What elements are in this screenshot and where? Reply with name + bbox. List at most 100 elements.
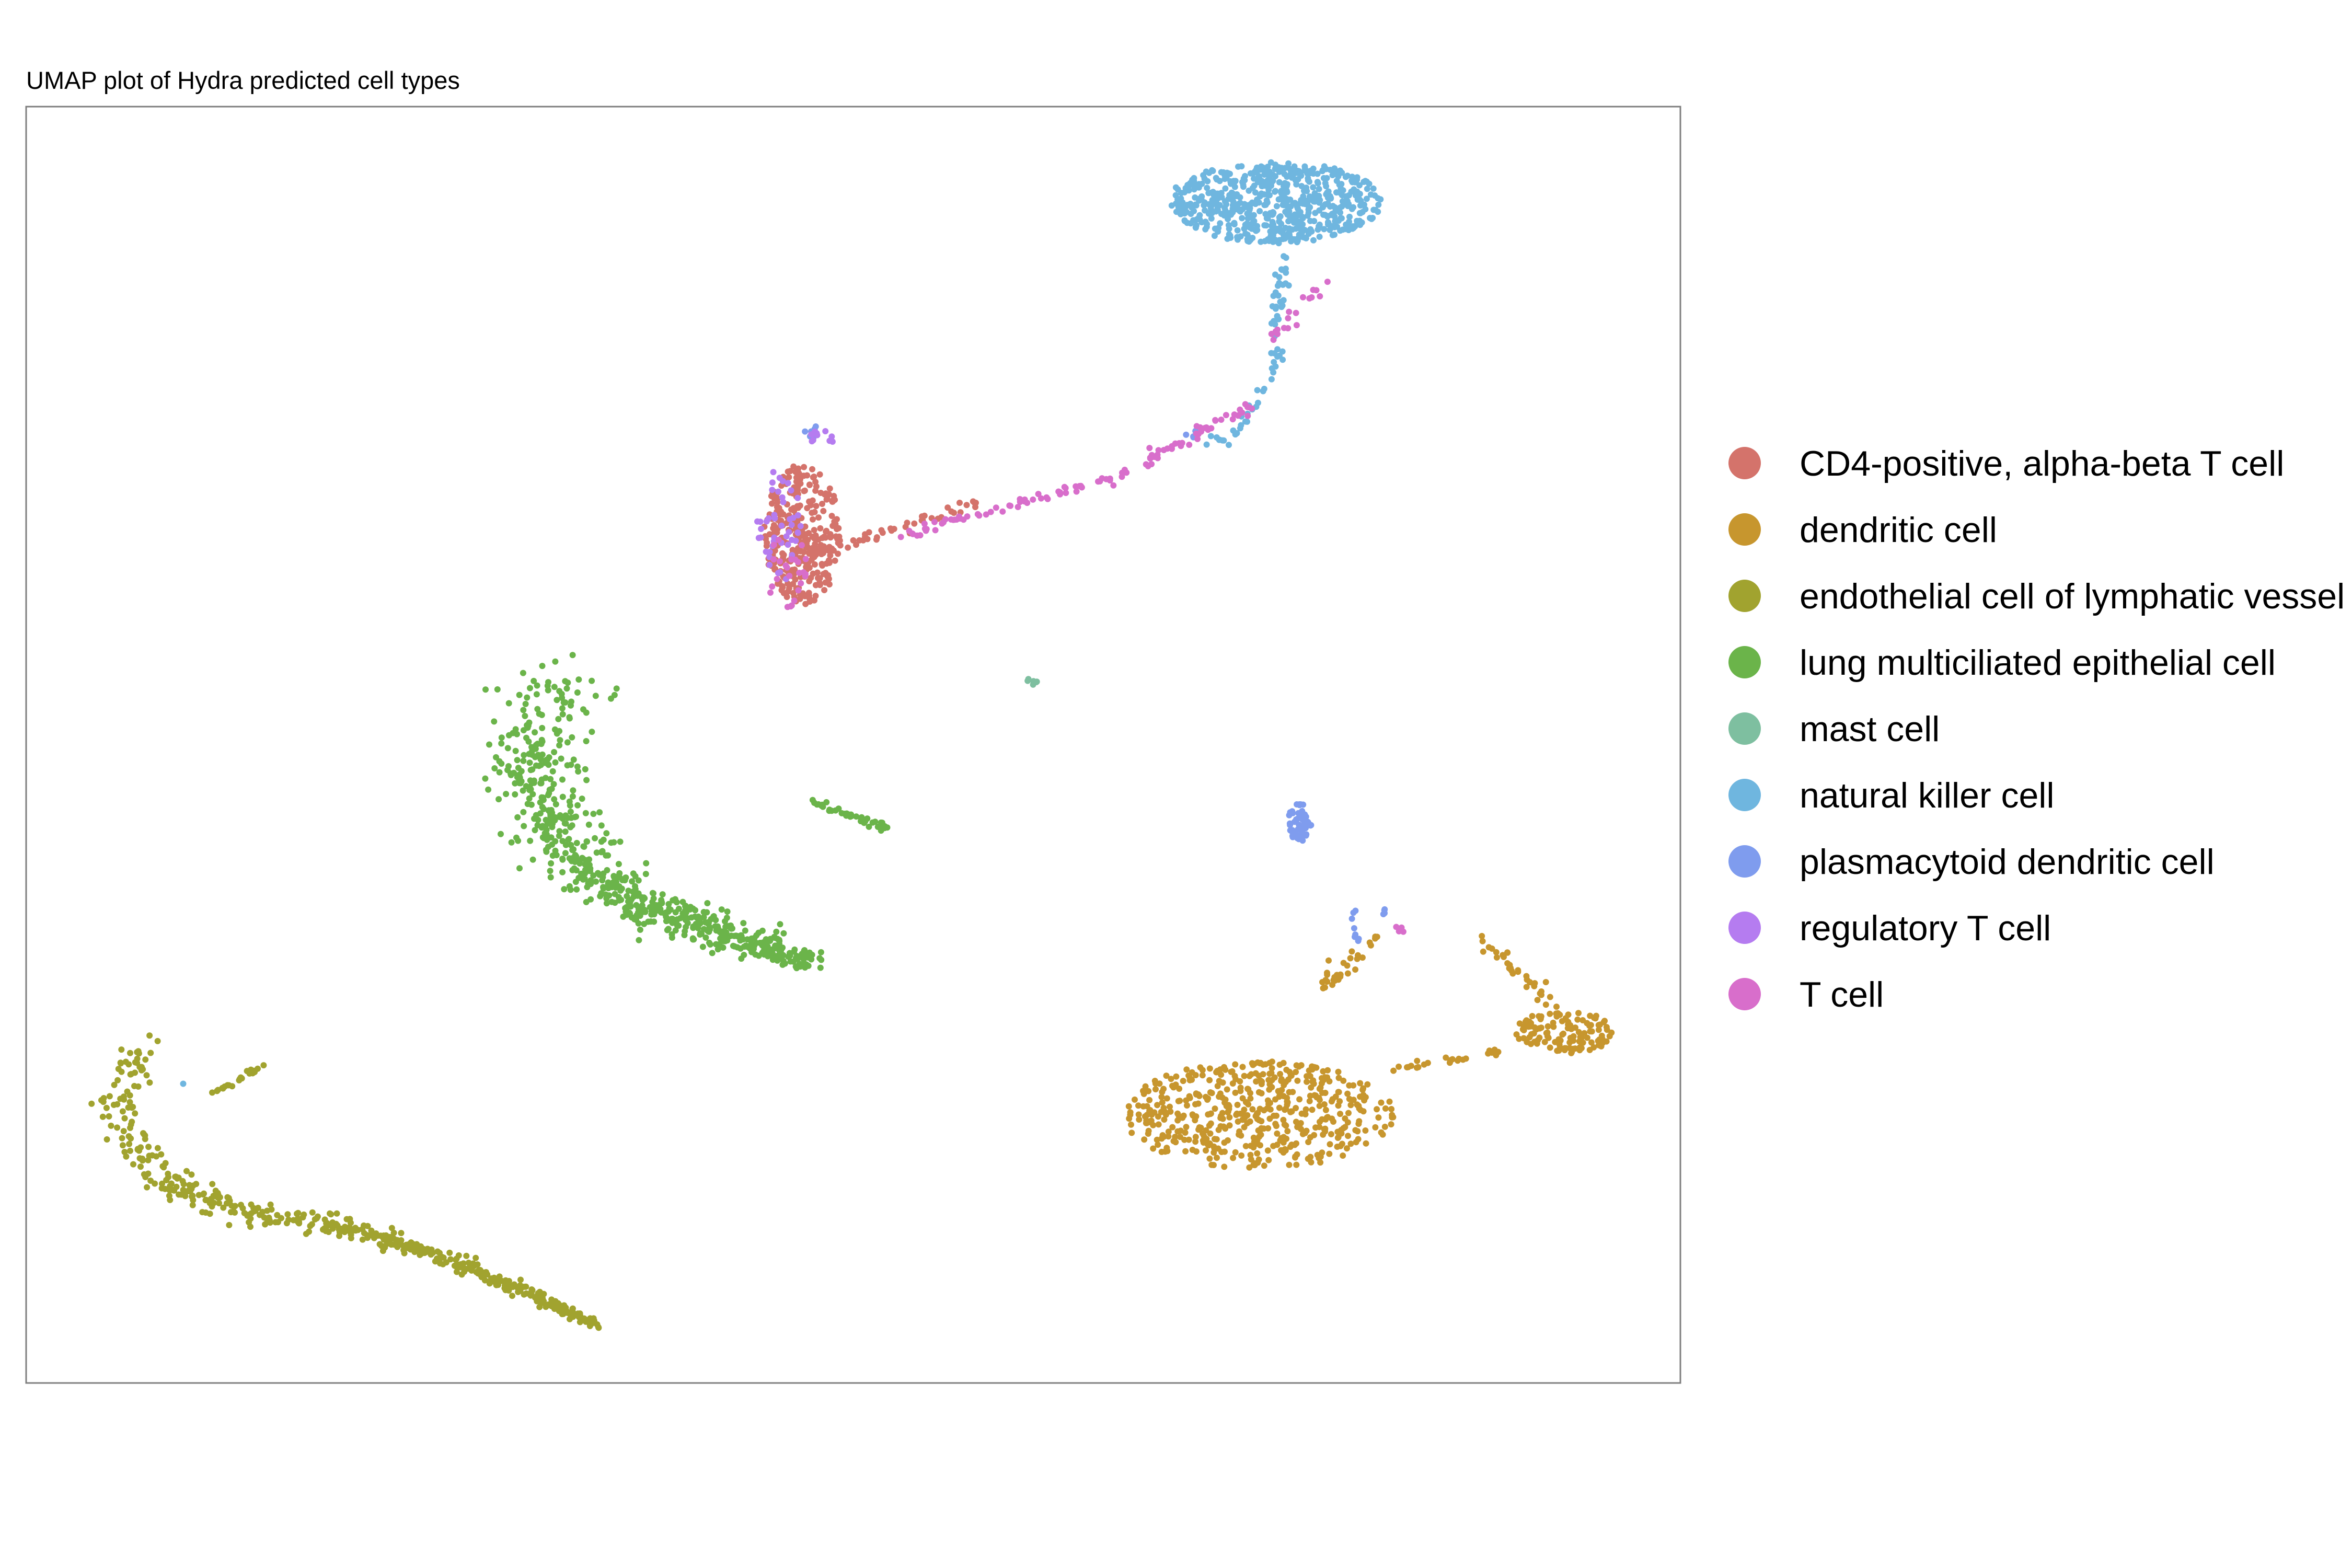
point-dendritic-cell: [1340, 960, 1347, 966]
point-lung-multiciliated-epithelial-cell: [529, 856, 536, 863]
point-natural-killer-cell: [1242, 230, 1249, 237]
point-lung-multiciliated-epithelial-cell: [665, 926, 672, 932]
point-lung-multiciliated-epithelial-cell: [539, 804, 546, 811]
point-lung-multiciliated-epithelial-cell: [566, 798, 573, 805]
point-lung-multiciliated-epithelial-cell: [740, 920, 747, 927]
point-natural-killer-cell: [1225, 222, 1232, 228]
point-dendritic-cell: [1322, 984, 1328, 991]
point-dendritic-cell: [1276, 1104, 1283, 1111]
point-lung-multiciliated-epithelial-cell: [514, 774, 521, 780]
point-dendritic-cell: [1309, 1106, 1316, 1113]
point-endothelial-cell-of-lymphatic-vessel: [330, 1220, 337, 1227]
point-lung-multiciliated-epithelial-cell: [699, 943, 706, 950]
point-endothelial-cell-of-lymphatic-vessel: [106, 1113, 112, 1120]
point-dendritic-cell: [1237, 1085, 1244, 1091]
point-cd4-positive-alpha-beta-t-cell: [812, 582, 819, 589]
point-endothelial-cell-of-lymphatic-vessel: [484, 1271, 491, 1278]
point-cd4-positive-alpha-beta-t-cell: [963, 502, 970, 509]
point-endothelial-cell-of-lymphatic-vessel: [373, 1230, 379, 1237]
point-lung-multiciliated-epithelial-cell: [621, 877, 628, 883]
point-endothelial-cell-of-lymphatic-vessel: [238, 1202, 244, 1208]
point-lung-multiciliated-epithelial-cell: [665, 917, 672, 924]
point-dendritic-cell: [1388, 1106, 1395, 1112]
point-cd4-positive-alpha-beta-t-cell: [820, 508, 827, 514]
point-natural-killer-cell: [1221, 204, 1228, 211]
point-dendritic-cell: [1241, 1112, 1248, 1119]
point-cd4-positive-alpha-beta-t-cell: [780, 551, 787, 558]
point-endothelial-cell-of-lymphatic-vessel: [569, 1306, 576, 1312]
point-mast-cell: [1030, 681, 1036, 688]
point-dendritic-cell: [1389, 1112, 1396, 1119]
point-lung-multiciliated-epithelial-cell: [649, 890, 656, 896]
point-lung-multiciliated-epithelial-cell: [658, 897, 665, 904]
point-lung-multiciliated-epithelial-cell: [541, 830, 548, 837]
point-plasmacytoid-dendritic-cell: [1294, 815, 1301, 822]
point-dendritic-cell: [1136, 1116, 1143, 1123]
point-endothelial-cell-of-lymphatic-vessel: [144, 1184, 151, 1191]
point-cd4-positive-alpha-beta-t-cell: [832, 521, 839, 527]
point-t-cell: [921, 525, 928, 532]
point-dendritic-cell: [1608, 1029, 1615, 1036]
point-natural-killer-cell: [1274, 346, 1281, 353]
point-regulatory-t-cell: [775, 570, 781, 577]
point-natural-killer-cell: [1354, 188, 1361, 195]
point-natural-killer-cell: [1375, 209, 1381, 215]
point-lung-multiciliated-epithelial-cell: [570, 756, 577, 763]
point-lung-multiciliated-epithelial-cell: [672, 896, 678, 903]
point-natural-killer-cell: [1331, 232, 1338, 238]
point-natural-killer-cell: [1333, 189, 1340, 196]
point-dendritic-cell: [1588, 1028, 1595, 1035]
point-lung-multiciliated-epithelial-cell: [516, 691, 523, 698]
point-lung-multiciliated-epithelial-cell: [706, 939, 712, 946]
point-dendritic-cell: [1346, 1096, 1353, 1102]
point-cd4-positive-alpha-beta-t-cell: [825, 491, 832, 498]
point-dendritic-cell: [1363, 1140, 1369, 1147]
point-lung-multiciliated-epithelial-cell: [598, 822, 605, 829]
point-dendritic-cell: [1479, 932, 1485, 939]
point-endothelial-cell-of-lymphatic-vessel: [390, 1229, 397, 1236]
point-dendritic-cell: [1586, 1022, 1593, 1029]
point-natural-killer-cell: [1208, 215, 1215, 222]
point-dendritic-cell: [1265, 1157, 1272, 1163]
point-dendritic-cell: [1142, 1113, 1148, 1120]
point-natural-killer-cell: [1226, 231, 1232, 238]
point-natural-killer-cell: [1253, 166, 1260, 173]
point-endothelial-cell-of-lymphatic-vessel: [507, 1283, 514, 1289]
point-t-cell: [1300, 294, 1306, 301]
point-lung-multiciliated-epithelial-cell: [534, 682, 540, 689]
point-lung-multiciliated-epithelial-cell: [503, 791, 510, 798]
point-lung-multiciliated-epithelial-cell: [514, 731, 520, 737]
point-natural-killer-cell: [1305, 177, 1311, 183]
point-lung-multiciliated-epithelial-cell: [545, 792, 551, 799]
point-dendritic-cell: [1155, 1121, 1162, 1128]
point-lung-multiciliated-epithelial-cell: [665, 901, 672, 907]
point-dendritic-cell: [1479, 938, 1486, 944]
point-dendritic-cell: [1390, 1067, 1397, 1074]
point-endothelial-cell-of-lymphatic-vessel: [88, 1100, 95, 1107]
point-t-cell: [993, 504, 999, 511]
point-natural-killer-cell: [1246, 187, 1252, 194]
point-regulatory-t-cell: [788, 522, 795, 528]
point-t-cell: [1073, 488, 1080, 495]
point-dendritic-cell: [1344, 1119, 1351, 1126]
point-dendritic-cell: [1331, 974, 1338, 981]
point-dendritic-cell: [1421, 1061, 1427, 1068]
point-natural-killer-cell: [1337, 204, 1343, 211]
point-lung-multiciliated-epithelial-cell: [683, 916, 689, 923]
point-lung-multiciliated-epithelial-cell: [710, 913, 717, 920]
point-dendritic-cell: [1212, 1136, 1218, 1143]
point-t-cell: [1021, 498, 1028, 505]
point-dendritic-cell: [1338, 1130, 1345, 1137]
point-natural-killer-cell: [1215, 228, 1221, 235]
point-plasmacytoid-dendritic-cell: [1301, 824, 1308, 831]
point-dendritic-cell: [1180, 1112, 1187, 1119]
point-t-cell: [1160, 447, 1167, 453]
point-natural-killer-cell: [1263, 191, 1270, 198]
point-dendritic-cell: [1603, 1024, 1610, 1031]
point-t-cell: [1231, 411, 1238, 418]
point-dendritic-cell: [1255, 1156, 1262, 1163]
point-dendritic-cell: [1388, 1121, 1394, 1128]
point-dendritic-cell: [1239, 1064, 1246, 1070]
point-lung-multiciliated-epithelial-cell: [568, 698, 574, 705]
point-endothelial-cell-of-lymphatic-vessel: [115, 1066, 122, 1073]
